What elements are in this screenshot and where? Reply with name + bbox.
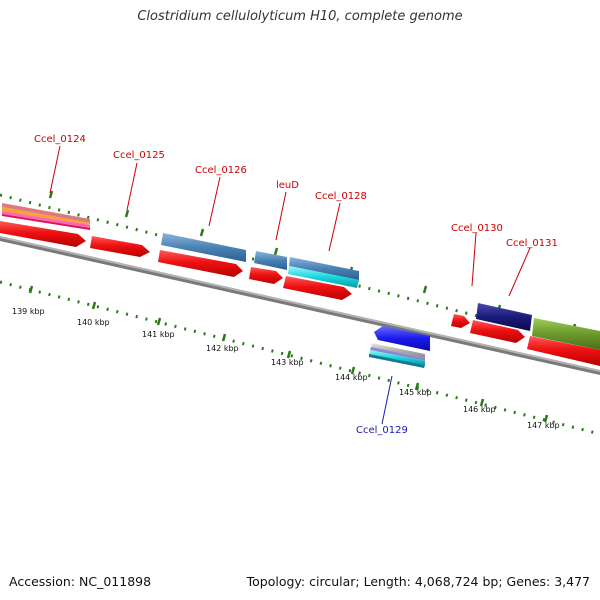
reverse-gene-ccel-0129 [369,326,430,368]
kbp-scale-labels: 139 kbp 140 kbp 141 kbp 142 kbp 143 kbp … [12,307,560,430]
feature-olive-ccel-0131 [532,318,600,350]
gene-label-ccel-0125[interactable]: Ccel_0125 [113,150,165,161]
gene-label-ccel-0130[interactable]: Ccel_0130 [451,223,503,234]
feature-cyan-ccel-0128 [288,266,359,288]
feature-multicolor-stripes [2,203,90,230]
kbp-label: 143 kbp [271,358,304,367]
gene-label-ccel-0126[interactable]: Ccel_0126 [195,165,247,176]
feature-steelblue-ccel-0126 [161,233,246,262]
kbp-label: 141 kbp [142,330,175,339]
genome-summary-text: Topology: circular; Length: 4,068,724 bp… [246,574,590,589]
gene-arrow-ccel-0131 [527,336,600,366]
gene-arrow-ccel-0130 [470,320,525,343]
gene-arrow-ccel-0124 [0,221,86,247]
feature-bars [161,233,600,350]
gene-arrow-ccel-0125 [90,236,150,257]
genome-backbone [0,236,600,375]
forward-genes [0,221,600,366]
kbp-label: 146 kbp [463,405,496,414]
kbp-label: 144 kbp [335,373,368,382]
map-title: Clostridium cellulolyticum H10, complete… [137,9,463,24]
accession-text: Accession: NC_011898 [9,574,152,589]
kbp-label: 140 kbp [77,318,110,327]
gene-arrow-ccel-0128 [283,276,352,300]
gene-label-ccel-0128[interactable]: Ccel_0128 [315,191,367,202]
gene-labels: Ccel_0124 Ccel_0125 Ccel_0126 leuD Ccel_… [34,134,558,436]
gene-arrow-small [451,314,470,328]
gene-label-ccel-0131[interactable]: Ccel_0131 [506,238,558,249]
label-callouts [49,145,531,425]
gene-label-ccel-0129[interactable]: Ccel_0129 [356,425,408,436]
feature-navy-ccel-0130 [476,303,532,331]
kbp-label: 145 kbp [399,388,432,397]
kbp-label: 142 kbp [206,344,239,353]
gene-arrow-ccel-0126 [158,250,243,277]
feature-steelblue-ccel-0128 [289,257,359,280]
gene-label-leud[interactable]: leuD [276,180,299,191]
major-ticks [28,190,577,423]
feature-steelblue-leud [254,251,287,270]
kbp-label: 139 kbp [12,307,45,316]
gene-label-ccel-0124[interactable]: Ccel_0124 [34,134,86,145]
gene-arrow-leud [249,267,283,284]
kbp-label: 147 kbp [527,421,560,430]
